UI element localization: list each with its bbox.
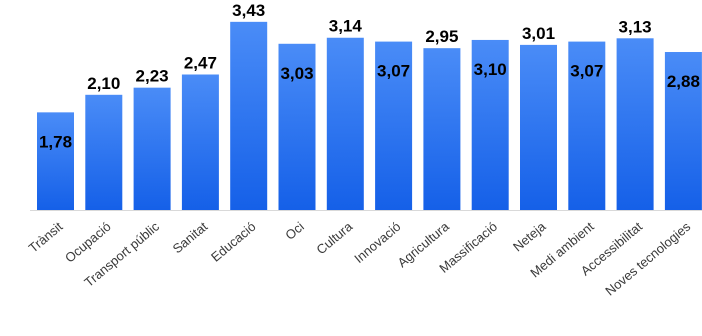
bar-value-label: 2,23 [136,67,169,86]
bar-value-label: 2,47 [184,54,217,73]
x-tick-label: Oci [282,219,307,243]
bar [568,41,606,211]
bar [326,37,364,211]
bar [664,52,702,210]
x-tick-label: Noves tecnologies [602,218,693,298]
bar-value-label: 3,07 [570,62,603,81]
bar [133,87,171,210]
bar-value-label: 3,43 [232,1,265,20]
bar [423,48,461,210]
bar-value-label: 3,07 [377,62,410,81]
x-tick-label: Cultura [313,218,355,257]
x-tick-label: Neteja [510,218,549,254]
bar-value-label: 2,88 [667,72,700,91]
bars-group [37,21,702,211]
bar-value-label: 1,78 [39,132,72,151]
bar [181,74,219,210]
bar [375,41,413,211]
value-labels-group: 1,78 2,10 2,23 2,47 3,43 3,03 3,14 3,07 2,95 3,10… [39,1,700,152]
bar-value-label: 2,95 [425,27,458,46]
bar-value-label: 3,14 [329,17,363,36]
x-tick-label: Educació [208,219,259,265]
bar-value-label: 2,10 [87,74,120,93]
bar-value-label: 3,03 [280,64,313,83]
bar [616,38,654,210]
bar-value-label: 3,10 [474,60,507,79]
bar [471,39,509,210]
bar [37,112,74,210]
bar [85,94,123,210]
bar [278,43,316,211]
x-tick-label: Sanitat [170,219,211,257]
bar [230,21,268,211]
bar-value-label: 3,01 [522,24,555,43]
bar [520,44,557,210]
x-tick-label: Trànsit [26,219,66,256]
bar-value-label: 3,13 [619,17,652,36]
